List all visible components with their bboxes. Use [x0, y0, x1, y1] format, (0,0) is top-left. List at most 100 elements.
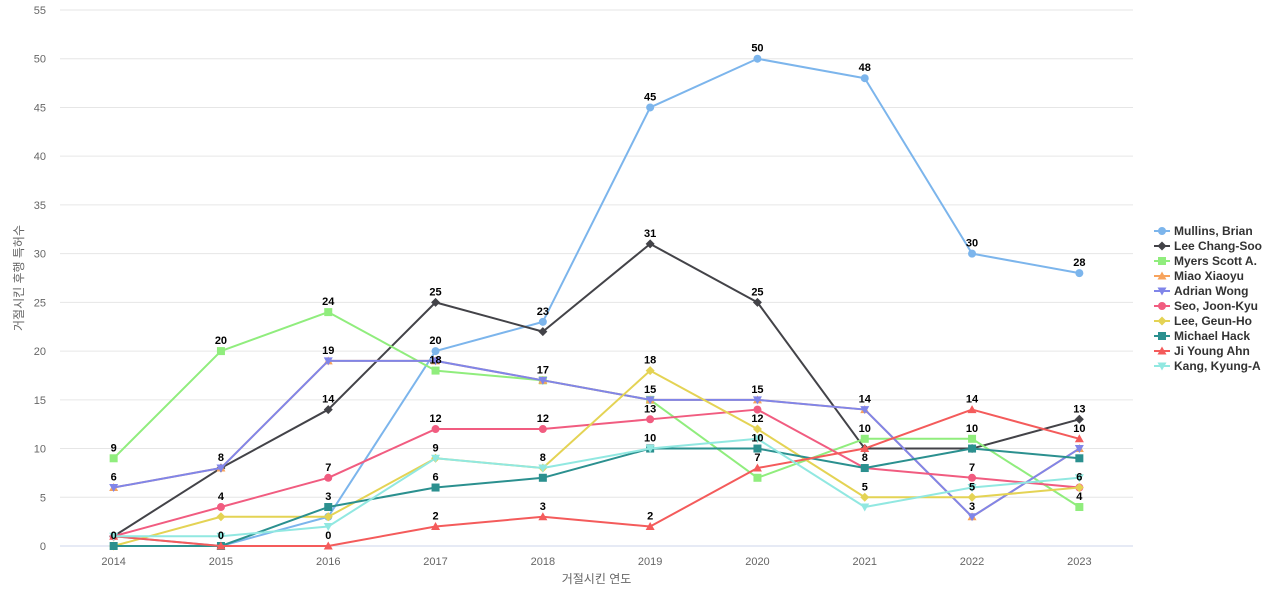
data-label: 0 — [218, 530, 224, 542]
data-label: 10 — [751, 433, 763, 445]
data-point — [538, 327, 548, 337]
data-point — [109, 542, 118, 550]
data-point — [538, 376, 548, 385]
legend-label: Michael Hack — [1174, 329, 1250, 343]
series-myers-scott-a- — [109, 308, 1084, 512]
data-point — [967, 405, 977, 414]
data-point — [1074, 434, 1084, 443]
legend-marker — [1157, 346, 1167, 355]
data-point — [645, 239, 655, 249]
data-label: 12 — [537, 413, 549, 425]
data-label: 6 — [111, 472, 117, 484]
x-tick-label: 2022 — [960, 556, 984, 568]
series-seo-joon-kyu — [109, 405, 1084, 541]
data-point — [431, 483, 440, 492]
data-label: 13 — [644, 403, 656, 415]
data-label: 5 — [969, 481, 975, 493]
legend-label: Lee, Geun-Ho — [1174, 314, 1252, 328]
data-label: 25 — [751, 286, 763, 298]
data-point — [752, 463, 762, 472]
data-point — [752, 435, 762, 444]
data-label: 31 — [644, 228, 656, 240]
data-point — [860, 74, 869, 83]
data-label: 8 — [540, 452, 546, 464]
data-label: 10 — [1073, 423, 1085, 435]
series-line — [113, 408, 1080, 547]
series-ji-young-ahn — [109, 405, 1084, 550]
x-tick-label: 2018 — [531, 556, 555, 568]
data-label: 0 — [325, 530, 331, 542]
legend-item[interactable]: Myers Scott A. — [1154, 254, 1257, 268]
y-tick-label: 30 — [34, 249, 46, 261]
data-label: 4 — [218, 491, 225, 503]
y-tick-label: 35 — [34, 200, 46, 212]
data-point — [109, 532, 119, 541]
x-tick-label: 2023 — [1067, 556, 1091, 568]
data-point — [323, 405, 333, 415]
data-label: 2 — [647, 511, 653, 523]
data-point — [323, 523, 333, 532]
data-point — [753, 405, 762, 414]
x-tick-label: 2021 — [853, 556, 877, 568]
data-label: 3 — [325, 491, 331, 503]
data-point — [860, 492, 870, 502]
legend-item[interactable]: Ji Young Ahn — [1154, 344, 1250, 358]
data-point — [967, 484, 977, 493]
data-label: 14 — [859, 394, 872, 406]
data-point — [1074, 483, 1084, 493]
data-label: 8 — [218, 452, 224, 464]
y-tick-label: 20 — [34, 346, 46, 358]
data-label: 19 — [322, 345, 334, 357]
series-kang-kyung-a — [109, 435, 1084, 541]
legend-item[interactable]: Mullins, Brian — [1154, 224, 1253, 238]
legend-item[interactable]: Lee, Geun-Ho — [1154, 314, 1252, 328]
legend-marker — [1158, 227, 1166, 235]
data-point — [216, 541, 226, 550]
data-label: 48 — [859, 62, 871, 74]
data-label: 9 — [432, 442, 438, 454]
data-point — [324, 503, 333, 512]
data-label: 25 — [429, 286, 441, 298]
data-point — [645, 522, 655, 531]
data-label: 50 — [751, 43, 763, 55]
series-line — [113, 408, 1080, 538]
legend-item[interactable]: Adrian Wong — [1154, 284, 1248, 298]
legend-label: Myers Scott A. — [1174, 254, 1257, 268]
legend-item[interactable]: Michael Hack — [1154, 329, 1250, 343]
legend-marker — [1158, 332, 1166, 340]
data-point — [968, 444, 977, 453]
data-point — [1075, 454, 1084, 463]
data-label: 3 — [540, 501, 546, 513]
series-line — [113, 437, 1080, 538]
data-point — [753, 54, 762, 63]
data-point — [753, 444, 762, 453]
data-point — [431, 454, 441, 463]
data-point — [216, 503, 225, 512]
legend-item[interactable]: Lee Chang-Soo — [1154, 239, 1262, 253]
y-axis-title: 거절시킨 후행 특허수 — [11, 225, 26, 331]
data-label: 10 — [966, 423, 978, 435]
legend-item[interactable]: Kang, Kyung-A — [1154, 359, 1261, 373]
data-label: 28 — [1073, 257, 1085, 269]
series-line — [113, 242, 1080, 538]
legend-label: Mullins, Brian — [1174, 224, 1253, 238]
data-label: 9 — [111, 442, 117, 454]
data-point — [538, 464, 548, 473]
data-label: 6 — [1076, 472, 1082, 484]
legend-marker — [1158, 302, 1166, 310]
legend-marker — [1157, 362, 1167, 371]
data-point — [216, 347, 225, 356]
y-tick-label: 15 — [34, 395, 46, 407]
data-point — [860, 434, 869, 443]
legend-item[interactable]: Seo, Joon-Kyu — [1154, 299, 1258, 313]
data-point — [216, 464, 226, 473]
data-label: 12 — [429, 413, 441, 425]
data-point — [431, 347, 440, 356]
data-point — [431, 522, 441, 531]
data-label: 30 — [966, 238, 978, 250]
data-point — [646, 103, 655, 112]
legend-label: Adrian Wong — [1174, 284, 1248, 298]
legend-item[interactable]: Miao Xiaoyu — [1154, 269, 1244, 283]
